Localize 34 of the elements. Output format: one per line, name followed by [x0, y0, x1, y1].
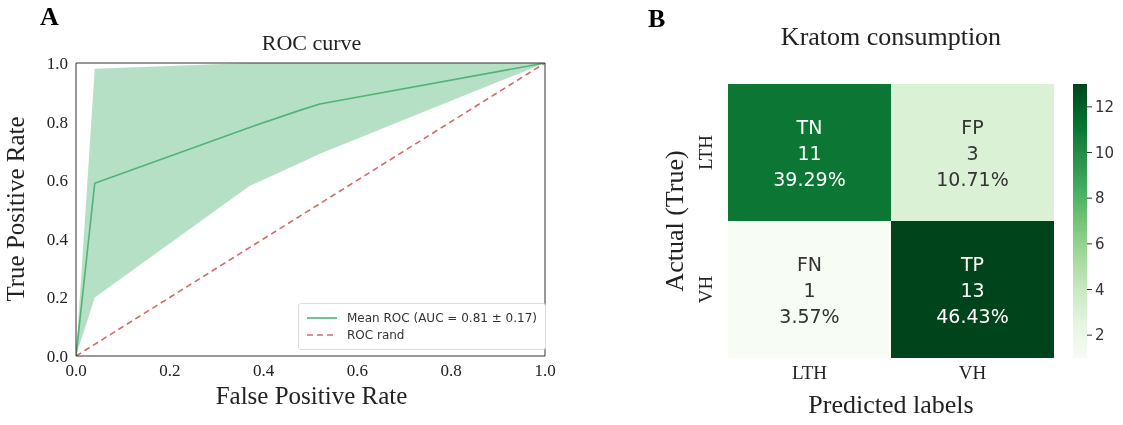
text: B [648, 4, 666, 34]
x-tick-label: 0.8 [440, 361, 462, 381]
text: A [40, 2, 59, 32]
legend-label: Mean ROC (AUC = 0.81 ± 0.17) [346, 311, 537, 325]
color-bar-label: 8 [1095, 189, 1105, 208]
data-label: FP 3 10.71% [936, 115, 1009, 190]
x-tick-label: LTH [791, 362, 828, 384]
legend-label: ROC rand [346, 328, 405, 342]
x-tick-label: 0.6 [346, 361, 369, 381]
data-label: TN 11 39.29% [773, 115, 846, 190]
y-tick-label: 0.8 [46, 112, 68, 132]
data-label: FN 1 3.57% [779, 252, 840, 327]
x-axis-title: Predicted labels [807, 390, 975, 420]
y-axis-title: True Positive Rate [2, 116, 30, 302]
y-tick-label: 0.2 [46, 288, 68, 308]
x-tick-label: 0.4 [252, 361, 275, 381]
x-tick-label: 0.2 [159, 361, 181, 381]
x-tick-label: VH [958, 362, 987, 384]
x-tick-label: 1.0 [534, 361, 556, 381]
color-bar-label: 6 [1095, 234, 1105, 253]
y-tick-label: 0.6 [46, 171, 68, 191]
x-tick-label: 0.0 [65, 361, 87, 381]
chart-title: Kratom consumption [779, 22, 1003, 52]
color-bar-label: 12 [1095, 97, 1115, 116]
color-bar-label: 2 [1095, 326, 1105, 345]
y-tick-label: 1.0 [46, 54, 68, 74]
y-tick-label: 0.4 [46, 229, 69, 249]
y-tick-label: 0.0 [46, 347, 68, 367]
y-axis-title: Actual (True) [660, 150, 690, 292]
color-bar-label: 4 [1095, 280, 1105, 299]
chart-title: ROC curve [260, 30, 363, 56]
color-bar-label: 10 [1095, 143, 1115, 162]
x-axis-title: False Positive Rate [214, 382, 409, 410]
data-label: TP 13 46.43% [936, 252, 1009, 327]
